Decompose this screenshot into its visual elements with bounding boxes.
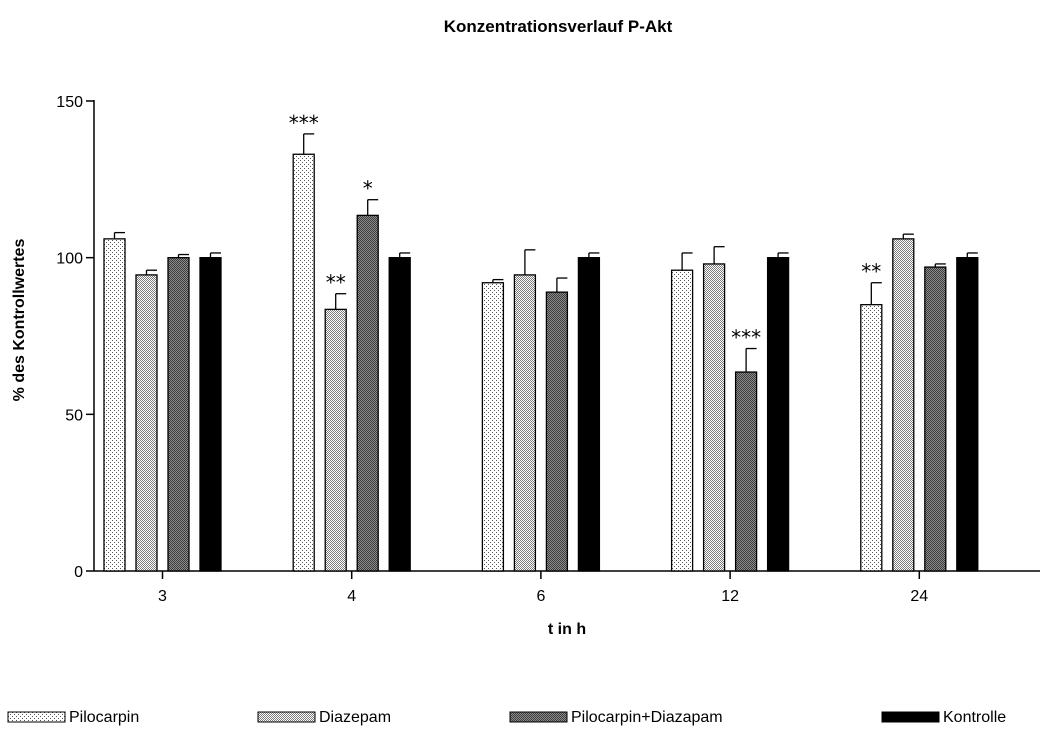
bar	[356, 214, 379, 572]
x-tick-label: 12	[721, 588, 739, 605]
bar	[860, 304, 883, 572]
bar	[103, 238, 126, 572]
legend-swatch	[7, 711, 66, 723]
y-tick-label: 100	[56, 251, 83, 268]
legend-swatch	[509, 711, 568, 723]
bar	[670, 269, 694, 572]
x-tick-label: 4	[347, 588, 356, 605]
legend-label: Pilocarpin+Diazapam	[571, 709, 723, 726]
bar	[545, 291, 569, 572]
bar	[766, 257, 790, 572]
bar	[388, 257, 411, 572]
legend: Pilocarpin Diazepam Pilocarpin+Diazapam Kon…	[7, 709, 1006, 726]
bar	[135, 274, 158, 572]
legend-label: Kontrolle	[943, 709, 1006, 726]
bar	[292, 153, 315, 572]
bar	[167, 257, 190, 572]
legend-label: Pilocarpin	[69, 709, 139, 726]
significance-label: **	[326, 271, 346, 295]
y-tick-label: 50	[65, 407, 83, 424]
bar	[924, 266, 947, 572]
significance-label: ***	[731, 326, 761, 350]
bar	[577, 257, 601, 572]
y-tick-label: 150	[56, 94, 83, 111]
significance-label: *	[363, 177, 373, 201]
bar	[199, 257, 222, 572]
legend-swatch	[257, 711, 316, 723]
bar	[956, 257, 979, 572]
x-tick-label: 6	[536, 588, 545, 605]
significance-label: **	[861, 260, 881, 284]
x-tick-label: 3	[158, 588, 167, 605]
legend-swatch	[881, 711, 940, 723]
y-tick-label: 0	[74, 564, 83, 581]
bar	[481, 282, 505, 572]
bar	[513, 274, 537, 572]
chart-title: Konzentrationsverlauf P-Akt	[444, 17, 673, 36]
y-axis-label: % des Kontrollwertes	[11, 239, 28, 402]
legend-label: Diazepam	[319, 709, 391, 726]
x-axis-label: t in h	[548, 621, 586, 638]
bars-group: ***********	[103, 111, 979, 572]
bar	[702, 263, 726, 572]
bar	[892, 238, 915, 572]
bar	[734, 371, 758, 572]
bar	[324, 308, 347, 572]
x-tick-label: 24	[910, 588, 928, 605]
significance-label: ***	[289, 111, 319, 135]
